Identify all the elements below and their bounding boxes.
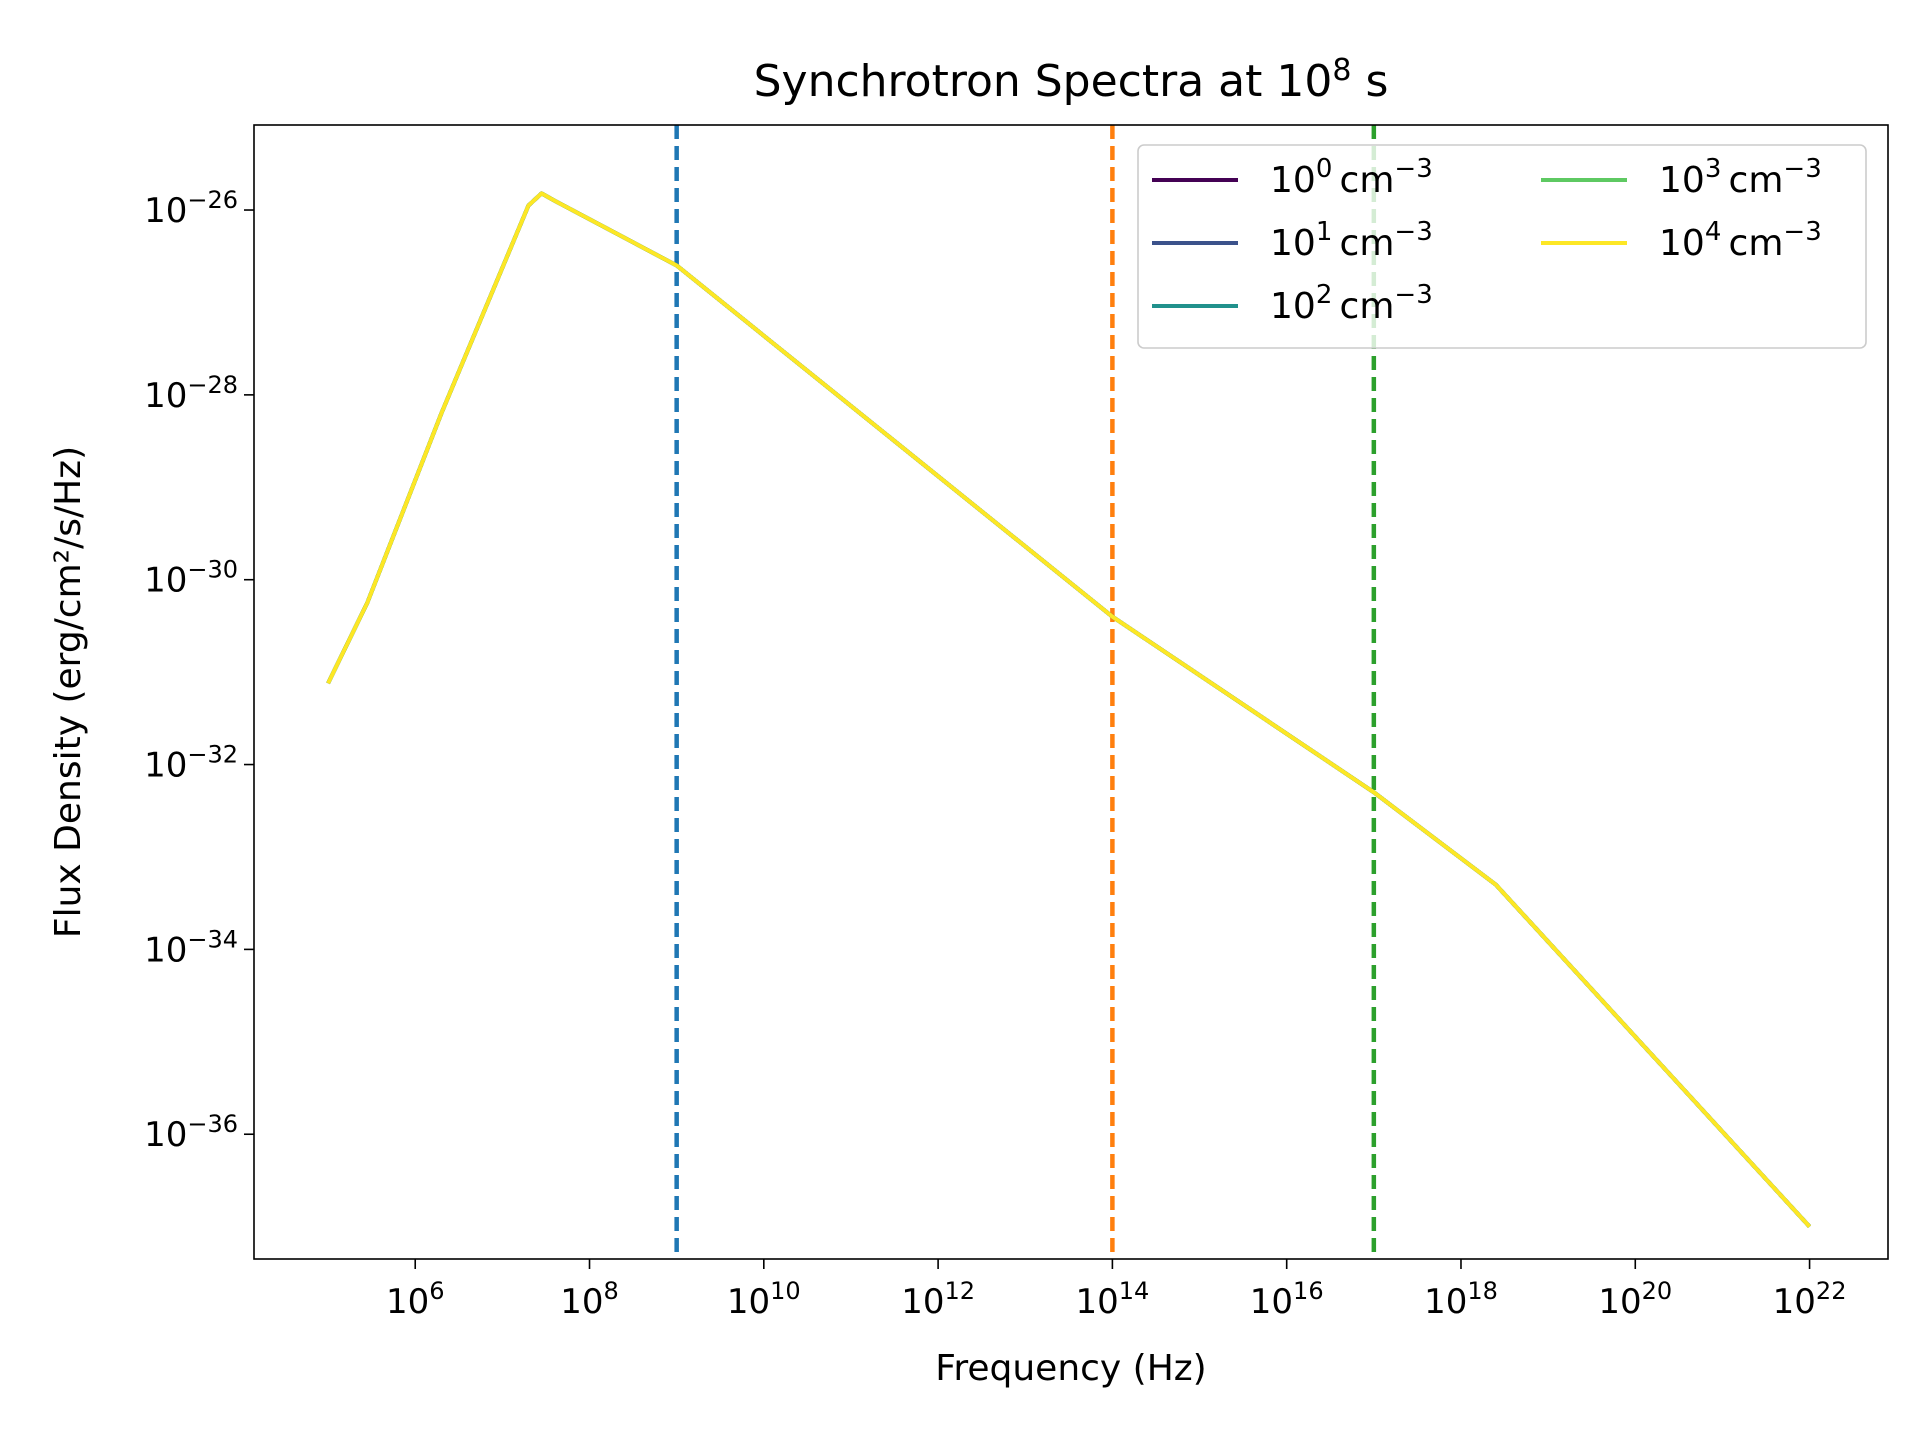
legend-frame — [1137, 144, 1867, 349]
legend-entry-0: 100 cm−3 — [1152, 154, 1433, 201]
legend: 100 cm−3 101 cm−3 102 cm−3 103 cm−3 104 cm−3 — [1137, 144, 1867, 349]
y-tick-label-1: 10−28 — [144, 371, 238, 416]
legend-entry-2: 102 cm−3 — [1152, 280, 1433, 327]
x-tick-label-6: 1018 — [1424, 1277, 1498, 1322]
x-tick-label-2: 1010 — [727, 1277, 801, 1322]
x-tick-label-8: 1022 — [1773, 1277, 1847, 1322]
legend-label-1: 101 cm−3 — [1270, 217, 1433, 264]
x-tick-label-7: 1020 — [1598, 1277, 1672, 1322]
x-tick-label-5: 1016 — [1250, 1277, 1324, 1322]
y-tick-label-3: 10−32 — [144, 741, 238, 786]
y-tick-label-0: 10−26 — [144, 186, 238, 231]
y-axis-label: Flux Density (erg/cm²/s/Hz) — [48, 446, 89, 938]
x-tick-label-0: 106 — [386, 1277, 445, 1322]
series-line-4 — [326, 191, 1812, 1229]
chart-title: Synchrotron Spectra at 108 s — [754, 53, 1389, 107]
x-tick-label-4: 1014 — [1075, 1277, 1149, 1322]
axes-frame — [253, 124, 1889, 1260]
x-axis-label: Frequency (Hz) — [935, 1348, 1206, 1389]
legend-entry-1: 101 cm−3 — [1152, 217, 1433, 264]
x-tick-label-1: 108 — [560, 1277, 619, 1322]
x-tick-label-3: 1012 — [901, 1277, 975, 1322]
y-tick-label-5: 10−36 — [144, 1110, 238, 1155]
legend-label-4: 104 cm−3 — [1659, 217, 1822, 264]
y-tick-label-2: 10−30 — [144, 556, 238, 601]
legend-entry-4: 104 cm−3 — [1541, 217, 1822, 264]
legend-label-3: 103 cm−3 — [1659, 154, 1822, 201]
legend-label-2: 102 cm−3 — [1270, 280, 1433, 327]
spectrum-curves — [326, 191, 1812, 1229]
y-tick-label-4: 10−34 — [144, 925, 238, 970]
y-axis-ticks: 10−26 10−28 10−30 10−32 10−34 10−36 — [144, 186, 254, 1155]
x-axis-ticks: 106 108 1010 1012 1014 1016 1018 1020 1022 — [386, 1259, 1847, 1322]
legend-label-0: 100 cm−3 — [1270, 154, 1433, 201]
legend-entry-3: 103 cm−3 — [1541, 154, 1822, 201]
